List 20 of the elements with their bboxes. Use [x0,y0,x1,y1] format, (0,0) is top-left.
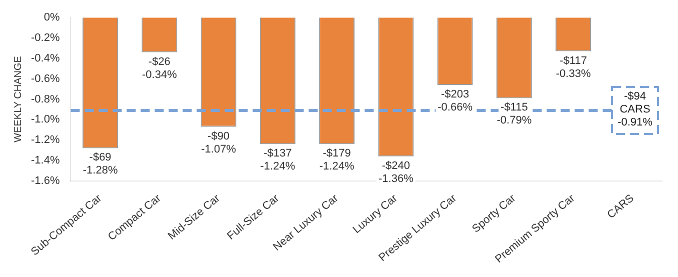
ref-line-label: -$94 CARS -0.91% [618,90,653,128]
y-tick-label: -0.2% [30,32,60,44]
data-label: -$69 -1.28% [82,152,118,177]
y-tick-label: -0.8% [30,93,60,106]
data-label: -$203 -0.66% [438,88,473,114]
data-label: -$26 -0.34% [142,56,178,81]
y-tick-label: -0.4% [30,52,60,64]
y-tick-label: -1.0% [30,114,60,126]
data-label: -$240 -1.36% [378,160,414,185]
data-label: -$137 -1.24% [260,148,296,173]
y-tick-label: 0% [44,12,60,24]
y-tick-label: -0.6% [30,72,60,85]
data-label: -$90 -1.07% [201,130,236,156]
y-tick-label: -1.6% [30,174,60,187]
y-axis-title: WEEKLY CHANGE [12,56,24,142]
data-label: -$115 -0.79% [496,102,532,127]
data-label: -$117 -0.33% [556,54,591,80]
y-tick-label: -1.2% [30,134,60,146]
y-tick-label: -1.4% [30,154,60,166]
data-label: -$179 -1.24% [319,148,354,173]
